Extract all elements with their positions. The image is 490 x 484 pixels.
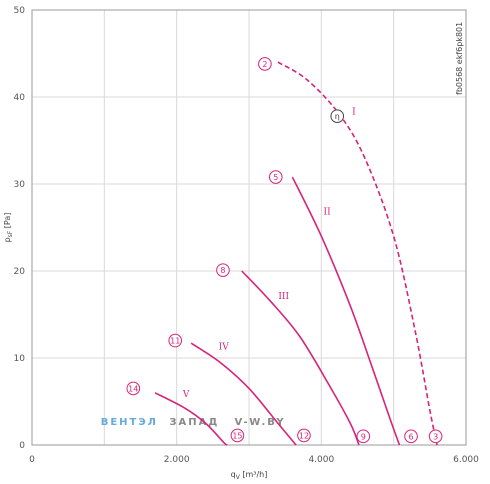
marker-circle	[428, 429, 443, 444]
marker-6: 6	[404, 429, 418, 444]
series-curve-IV	[190, 342, 297, 446]
x-tick-label: 4.000	[308, 455, 334, 465]
marker-η: η	[330, 109, 345, 123]
marker-circle	[330, 109, 345, 123]
x-tick-label: 6.000	[453, 455, 479, 465]
grid	[32, 10, 466, 445]
marker-circle	[268, 170, 283, 184]
marker-label: 12	[299, 431, 309, 440]
series-label-II: II	[324, 207, 332, 217]
watermark-text-2: ЗАПАД	[169, 417, 219, 428]
marker-circle	[297, 428, 311, 443]
series-curve-II	[291, 176, 401, 446]
y-tick-label: 20	[14, 267, 26, 277]
marker-circle	[168, 333, 183, 348]
x-tick-label: 2.000	[164, 455, 190, 465]
marker-circle	[126, 381, 141, 396]
marker-circle	[216, 263, 230, 277]
y-tick-label: 40	[14, 93, 26, 103]
marker-label: 3	[433, 432, 438, 441]
x-axis-label: qV [m³/h]	[231, 470, 268, 481]
marker-8: 8	[216, 263, 230, 277]
marker-label: 2	[262, 60, 267, 69]
series-curve-I	[277, 61, 438, 446]
marker-label: 11	[170, 337, 180, 346]
series-curve-V	[154, 392, 228, 446]
y-axis-label: psF [Pa]	[3, 213, 14, 243]
plot-frame	[31, 9, 467, 446]
marker-3: 3	[428, 429, 443, 444]
x-tick-label: 0	[29, 455, 35, 465]
marker-circle	[356, 429, 371, 444]
series-label-I: I	[352, 107, 356, 117]
marker-11: 11	[168, 333, 183, 348]
y-tick-label: 0	[19, 441, 25, 451]
series-label-III: III	[278, 292, 289, 302]
marker-circle	[230, 428, 245, 443]
watermark-text-3: V-W.BY	[235, 417, 286, 428]
marker-5: 5	[268, 170, 283, 184]
marker-circle	[258, 57, 272, 71]
marker-circle	[404, 429, 418, 444]
marker-label: 14	[128, 384, 138, 393]
marker-12: 12	[297, 428, 311, 443]
watermark-text-1: ВЕНТЭЛ	[101, 417, 158, 428]
marker-2: 2	[258, 57, 272, 71]
marker-label: 9	[361, 432, 366, 441]
y-tick-label: 10	[14, 354, 26, 364]
marker-9: 9	[356, 429, 371, 444]
marker-15: 15	[230, 428, 245, 443]
marker-label: 6	[408, 432, 413, 441]
drawing-code-label: fb0568 ekf6pk801	[455, 22, 464, 95]
marker-label: 5	[273, 173, 278, 182]
series-layer	[154, 61, 438, 446]
y-tick-label: 50	[14, 6, 26, 16]
marker-label: 8	[220, 266, 225, 275]
series-label-IV: IV	[219, 342, 230, 352]
watermark: ВЕНТЭЛ ЗАПАД V-W.BY	[101, 417, 286, 428]
marker-label: η	[335, 112, 340, 121]
series-label-V: V	[182, 390, 190, 400]
marker-14: 14	[126, 381, 141, 396]
series-curve-III	[241, 270, 360, 446]
marker-label: 15	[232, 431, 242, 440]
axes: 0 2.000 4.000 6.000 0 10 20 30 40 50 qV [m³/h] psF …	[3, 6, 479, 481]
y-tick-label: 30	[14, 180, 26, 190]
marker-layer: 2 η 5 8 11 14 15 12 9 6 3	[126, 57, 443, 444]
